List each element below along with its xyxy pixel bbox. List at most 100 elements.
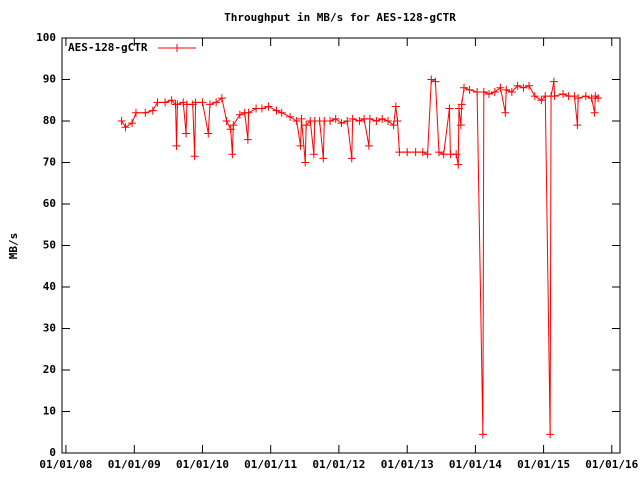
data-point: [347, 154, 356, 163]
data-point: [456, 121, 465, 130]
x-tick-label: 01/01/09: [108, 458, 161, 471]
data-point: [570, 92, 579, 101]
data-point: [153, 98, 162, 107]
data-point: [594, 94, 603, 103]
x-tick-label: 01/01/11: [244, 458, 297, 471]
data-point: [559, 90, 568, 99]
data-point: [439, 150, 448, 159]
data-point: [343, 117, 352, 125]
x-tick-label: 01/01/12: [312, 458, 365, 471]
data-point: [573, 121, 582, 130]
data-point: [454, 160, 463, 169]
y-tick-label: 20: [43, 363, 56, 376]
y-tick-label: 40: [43, 280, 56, 293]
data-point: [141, 108, 150, 117]
data-point: [131, 108, 140, 117]
data-point: [485, 90, 494, 99]
data-point: [530, 92, 539, 101]
data-point: [229, 121, 238, 130]
data-point: [217, 94, 226, 103]
data-point: [445, 104, 454, 113]
data-point: [537, 96, 546, 105]
data-point: [478, 430, 487, 439]
y-tick-label: 0: [49, 446, 56, 459]
data-point: [507, 87, 516, 96]
data-point: [277, 108, 286, 117]
data-point: [264, 102, 273, 111]
y-tick-label: 30: [43, 322, 56, 335]
data-point: [403, 148, 412, 157]
x-tick-label: 01/01/15: [517, 458, 570, 471]
data-point: [292, 117, 301, 125]
data-point: [161, 98, 170, 107]
data-point: [286, 112, 295, 121]
data-point: [182, 129, 191, 138]
x-tick-label: 01/01/14: [449, 458, 502, 471]
data-point: [167, 96, 176, 105]
data-point: [205, 100, 214, 109]
data-point: [228, 150, 237, 159]
data-point: [296, 141, 305, 150]
y-tick-label: 80: [43, 114, 56, 127]
data-point: [348, 114, 357, 123]
data-point: [411, 148, 420, 157]
data-point: [337, 119, 346, 128]
y-tick-label: 70: [43, 156, 56, 169]
data-point: [272, 106, 281, 115]
x-tick-label: 01/01/08: [39, 458, 92, 471]
chart-title: Throughput in MB/s for AES-128-gCTR: [224, 11, 456, 24]
data-point: [473, 87, 482, 96]
data-point: [546, 430, 555, 439]
data-point: [490, 87, 499, 96]
data-point: [513, 81, 522, 90]
data-point: [301, 158, 310, 167]
data-point: [235, 110, 244, 119]
y-tick-label: 10: [43, 405, 56, 418]
y-tick-label: 50: [43, 239, 56, 252]
data-point: [191, 98, 200, 107]
data-point: [355, 117, 364, 125]
data-point: [365, 114, 374, 123]
data-point: [121, 123, 130, 132]
x-tick-label: 01/01/13: [381, 458, 434, 471]
data-point: [590, 108, 599, 117]
data-point: [212, 98, 221, 107]
data-point: [391, 102, 400, 111]
data-point: [418, 148, 427, 157]
data-point: [574, 94, 583, 103]
data-point: [364, 141, 373, 150]
data-point: [372, 117, 381, 125]
data-point: [454, 104, 463, 113]
data-point: [257, 104, 266, 113]
data-point: [222, 117, 231, 125]
data-point: [549, 77, 558, 86]
data-point: [457, 100, 466, 109]
data-point: [393, 117, 402, 125]
data-point: [226, 125, 235, 134]
data-point: [550, 92, 559, 101]
x-tick-label: 01/01/16: [585, 458, 638, 471]
data-point: [519, 83, 528, 92]
data-point: [525, 81, 534, 90]
data-point: [173, 100, 182, 109]
data-point: [502, 85, 511, 94]
data-point: [244, 108, 253, 117]
data-point: [204, 129, 213, 138]
data-point: [172, 141, 181, 150]
data-point: [297, 114, 306, 123]
data-point: [423, 150, 432, 159]
y-tick-label: 100: [36, 31, 56, 44]
data-point: [326, 117, 335, 125]
data-point: [198, 98, 207, 107]
data-point: [465, 85, 474, 94]
data-point: [179, 98, 188, 107]
data-point: [117, 117, 126, 125]
data-point: [452, 150, 461, 159]
data-point: [581, 92, 590, 101]
data-point: [148, 106, 157, 115]
data-point: [331, 114, 340, 123]
data-point: [383, 117, 392, 125]
data-point: [378, 114, 387, 123]
